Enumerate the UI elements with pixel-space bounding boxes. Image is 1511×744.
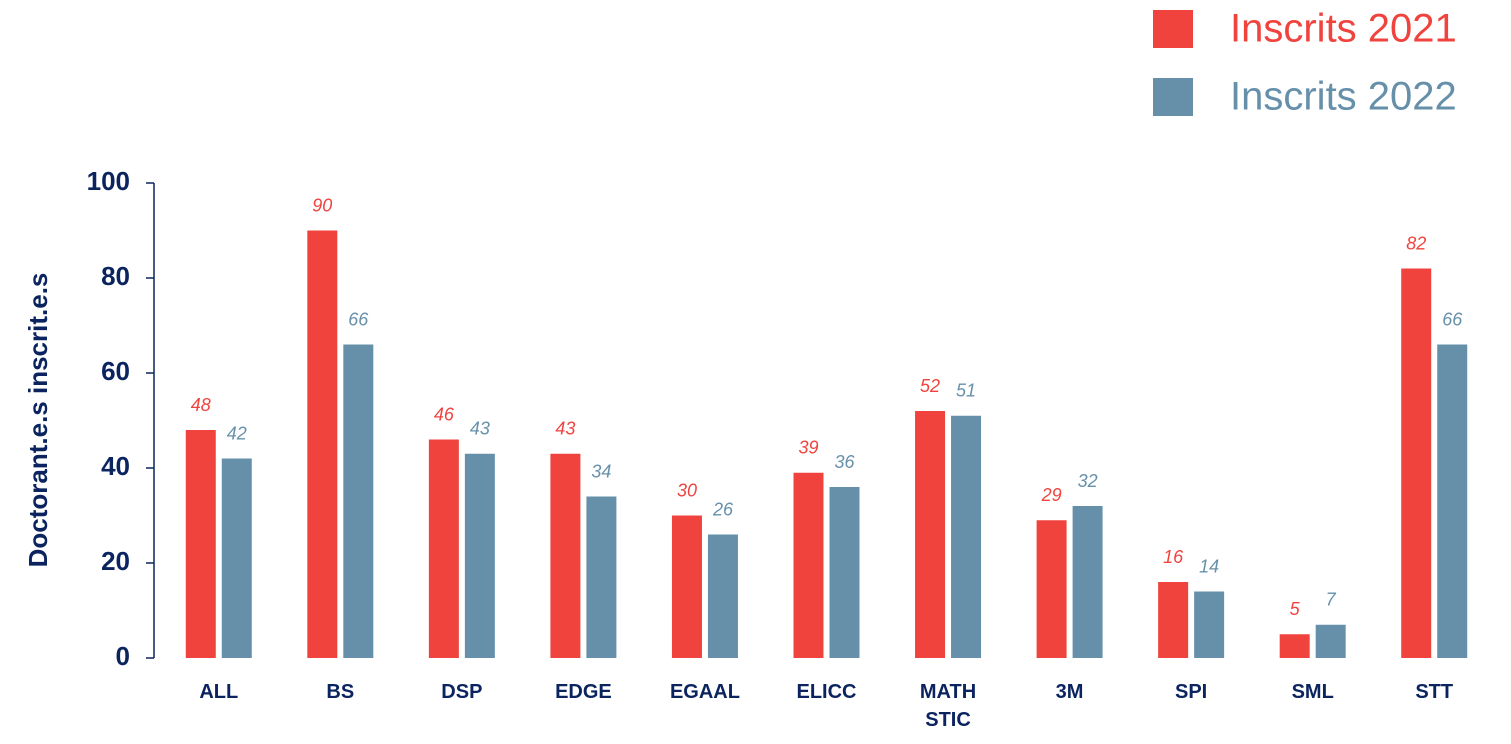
bar (1072, 506, 1103, 658)
data-label: 26 (712, 499, 734, 519)
bar (307, 230, 338, 658)
bar (951, 415, 982, 658)
bar (464, 453, 495, 658)
bar (550, 453, 581, 658)
x-tick-label: SML (1291, 681, 1334, 703)
x-tick-label: DSP (441, 681, 483, 703)
data-label: 82 (1406, 233, 1426, 253)
x-tick-label: ELICC (796, 681, 857, 703)
x-tick-label: SPI (1175, 681, 1208, 703)
y-tick-label: 100 (87, 166, 130, 196)
data-label: 34 (591, 461, 611, 481)
bar (829, 487, 860, 658)
data-label: 16 (1163, 547, 1184, 567)
data-label: 29 (1041, 485, 1062, 505)
y-tick-label: 0 (116, 641, 130, 671)
bar (343, 344, 374, 658)
x-tick-label: MATH STIC (919, 681, 977, 731)
legend-swatch (1153, 10, 1193, 48)
y-tick-label: 80 (101, 261, 130, 291)
data-label: 30 (677, 480, 697, 500)
x-tick-label: EDGE (555, 681, 612, 703)
x-tick-label: STT (1415, 681, 1454, 703)
data-label: 90 (312, 195, 332, 215)
bar (1194, 591, 1225, 658)
data-label: 42 (227, 423, 247, 443)
bar (793, 472, 824, 658)
bar (915, 411, 946, 658)
bar (185, 430, 216, 658)
data-label: 5 (1290, 599, 1301, 619)
x-tick-label: ALL (199, 681, 239, 703)
data-label: 51 (956, 381, 976, 401)
data-label: 66 (348, 309, 369, 329)
bar (1279, 634, 1310, 658)
bar (428, 439, 459, 658)
data-label: 32 (1078, 471, 1098, 491)
bar (221, 458, 252, 658)
data-label: 39 (798, 438, 818, 458)
bar (1036, 520, 1067, 658)
x-tick-label: EGAAL (669, 681, 740, 703)
data-label: 14 (1199, 556, 1219, 576)
y-tick-label: 60 (101, 356, 130, 386)
legend-swatch (1153, 78, 1193, 116)
bar (707, 534, 738, 658)
data-label: 43 (470, 419, 490, 439)
data-label: 66 (1442, 309, 1463, 329)
data-label: 43 (555, 419, 575, 439)
y-tick-label: 20 (101, 546, 130, 576)
legend-label: Inscrits 2021 (1230, 7, 1457, 51)
data-label: 52 (920, 376, 940, 396)
bar (1158, 582, 1189, 658)
data-label: 36 (834, 452, 855, 472)
bar (586, 496, 617, 658)
data-label: 7 (1326, 590, 1337, 610)
y-axis-label: Doctorant.e.s inscrit.e.s (23, 273, 53, 568)
legend-label: Inscrits 2022 (1230, 75, 1457, 119)
bar (1437, 344, 1468, 658)
y-tick-label: 40 (101, 451, 130, 481)
bar (1315, 624, 1346, 658)
data-label: 48 (191, 395, 211, 415)
bar (671, 515, 702, 658)
bar (1401, 268, 1432, 658)
data-label: 46 (434, 404, 455, 424)
x-tick-label: BS (326, 681, 355, 703)
x-tick-label: 3M (1055, 681, 1084, 703)
